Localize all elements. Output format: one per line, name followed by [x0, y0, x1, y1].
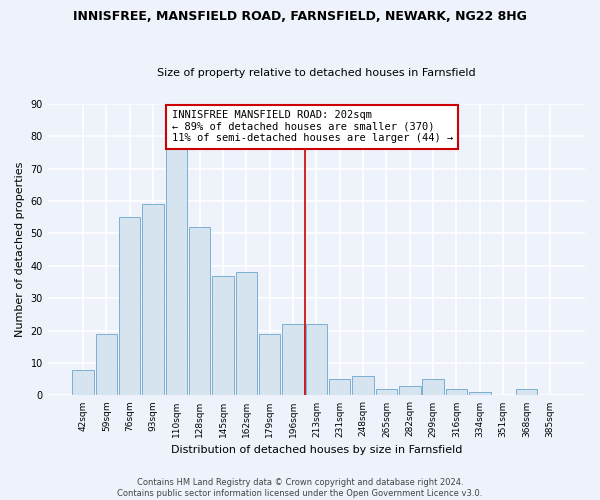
- Bar: [516, 389, 537, 396]
- Text: Contains HM Land Registry data © Crown copyright and database right 2024.
Contai: Contains HM Land Registry data © Crown c…: [118, 478, 482, 498]
- Bar: [189, 227, 211, 396]
- X-axis label: Distribution of detached houses by size in Farnsfield: Distribution of detached houses by size …: [171, 445, 462, 455]
- Bar: [72, 370, 94, 396]
- Bar: [119, 217, 140, 396]
- Bar: [212, 276, 234, 396]
- Bar: [469, 392, 491, 396]
- Y-axis label: Number of detached properties: Number of detached properties: [15, 162, 25, 338]
- Bar: [142, 204, 164, 396]
- Bar: [446, 389, 467, 396]
- Bar: [422, 379, 444, 396]
- Text: INNISFREE, MANSFIELD ROAD, FARNSFIELD, NEWARK, NG22 8HG: INNISFREE, MANSFIELD ROAD, FARNSFIELD, N…: [73, 10, 527, 23]
- Text: INNISFREE MANSFIELD ROAD: 202sqm
← 89% of detached houses are smaller (370)
11% : INNISFREE MANSFIELD ROAD: 202sqm ← 89% o…: [172, 110, 453, 144]
- Bar: [283, 324, 304, 396]
- Bar: [236, 272, 257, 396]
- Bar: [329, 379, 350, 396]
- Bar: [95, 334, 117, 396]
- Bar: [259, 334, 280, 396]
- Bar: [305, 324, 327, 396]
- Bar: [399, 386, 421, 396]
- Title: Size of property relative to detached houses in Farnsfield: Size of property relative to detached ho…: [157, 68, 476, 78]
- Bar: [352, 376, 374, 396]
- Bar: [166, 149, 187, 396]
- Bar: [376, 389, 397, 396]
